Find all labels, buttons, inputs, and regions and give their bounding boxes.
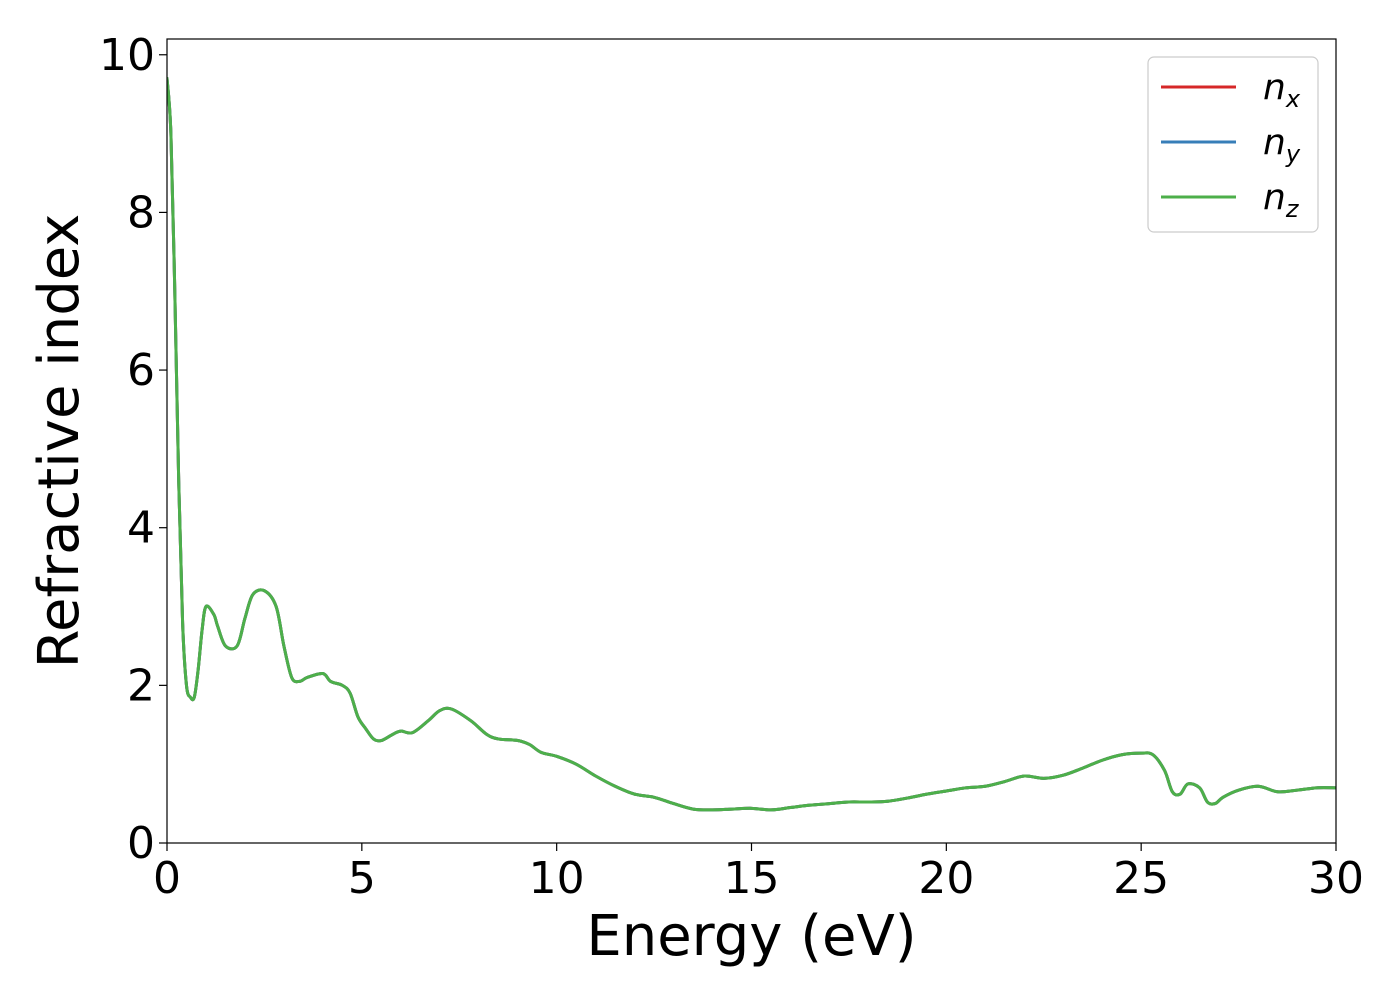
x-tick-label: 15 [724,853,780,904]
legend-label-subscript: z [1285,195,1300,223]
y-tick-label: 2 [127,660,155,711]
x-axis-title: Energy (eV) [586,904,916,969]
legend-label-base: n [1263,67,1286,108]
y-tick-label: 0 [127,818,155,869]
series-layer [167,76,1336,812]
legend-box [1147,56,1319,233]
legend-label-subscript: x [1285,85,1301,113]
x-tick-label: 10 [529,853,585,904]
legend-label-base: n [1263,177,1286,218]
x-tick-label: 20 [918,853,974,904]
legend-item-y: ny [1161,122,1301,168]
y-tick-label: 6 [127,345,155,396]
legend-label: nz [1263,177,1300,223]
legend-label-base: n [1263,122,1286,163]
legend-label: nx [1263,67,1301,113]
x-tick-label: 0 [153,853,181,904]
y-tick-label: 4 [127,503,155,554]
legend-item-z: nz [1161,177,1300,223]
x-tick-label: 30 [1308,853,1364,904]
legend-label-subscript: y [1285,140,1301,168]
x-tick-label: 25 [1113,853,1169,904]
y-tick-label: 10 [99,30,155,81]
x-axis-ticks: 0 5 10 15 20 25 30 [153,843,1364,904]
y-axis-ticks: 0 2 4 6 8 10 [99,30,167,869]
x-tick-label: 5 [348,853,376,904]
legend-item-x: nx [1161,67,1301,113]
series-line-z [167,76,1336,812]
y-axis-title: Refractive index [27,214,92,669]
y-tick-label: 8 [127,187,155,238]
legend-label: ny [1263,122,1301,168]
